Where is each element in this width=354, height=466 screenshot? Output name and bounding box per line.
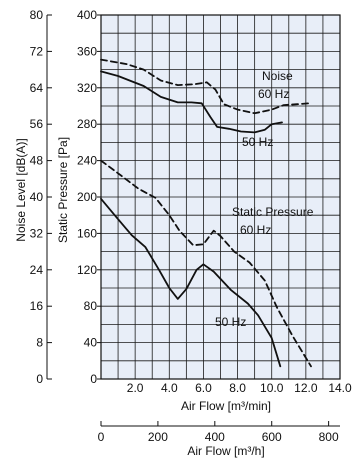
y-right-tick-label: 200	[77, 190, 97, 204]
x2-axis-title: Air Flow [m³/h]	[187, 444, 264, 458]
x-tick-label: 2.0	[127, 381, 144, 395]
y-right-tick-label: 40	[84, 336, 98, 350]
series-line-static-pressure-50-hz	[100, 197, 282, 368]
x-tick-label: 4.0	[161, 381, 178, 395]
y-left-tick-label: 32	[30, 226, 44, 240]
annotation-sp-50hz: 50 Hz	[215, 315, 246, 329]
y-left-tick-label: 0	[36, 372, 43, 386]
y-left-axis-title: Noise Level [dB(A)]	[14, 138, 28, 241]
series-line-noise-50-hz	[100, 70, 283, 134]
y-right-tick-label: 160	[77, 226, 97, 240]
annotation-noise-50hz: 50 Hz	[242, 135, 273, 149]
x-axis-title: Air Flow [m³/min]	[181, 399, 271, 413]
y-right-tick-label: 120	[77, 263, 97, 277]
axes-layer: 0816243240485664728004080120160200240280…	[30, 8, 352, 444]
y-left-tick-label: 56	[30, 117, 44, 131]
y-right-tick-label: 360	[77, 44, 97, 58]
y-left-tick-label: 72	[30, 44, 44, 58]
y-right-tick-label: 240	[77, 154, 97, 168]
y-left-tick-label: 80	[30, 8, 44, 22]
y-right-axis-title: Static Pressure [Pa]	[56, 137, 70, 243]
y-right-tick-label: 80	[84, 299, 98, 313]
x2-tick-label: 600	[262, 430, 282, 444]
y-left-tick-label: 16	[30, 299, 44, 313]
x2-tick-label: 0	[98, 430, 105, 444]
x-tick-label: 8.0	[229, 381, 246, 395]
annotation-noise-title: Noise	[262, 69, 293, 83]
y-right-tick-label: 0	[90, 372, 97, 386]
x-tick-label: 14.0	[328, 381, 352, 395]
x2-tick-label: 200	[148, 430, 168, 444]
annotation-noise-60hz: 60 Hz	[258, 87, 289, 101]
series-line-noise-60-hz	[100, 58, 311, 115]
x2-tick-label: 400	[205, 430, 225, 444]
y-right-tick-label: 320	[77, 81, 97, 95]
y-right-tick-label: 280	[77, 117, 97, 131]
y-left-tick-label: 48	[30, 154, 44, 168]
x-tick-label: 10.0	[260, 381, 284, 395]
y-left-tick-label: 64	[30, 81, 44, 95]
y-left-tick-label: 8	[36, 336, 43, 350]
y-left-tick-label: 40	[30, 190, 44, 204]
y-right-tick-label: 400	[77, 8, 97, 22]
y-left-tick-label: 24	[30, 263, 44, 277]
annotation-sp-title: Static Pressure	[232, 205, 314, 219]
series-line-static-pressure-60-hz	[100, 159, 312, 368]
x-tick-label: 12.0	[294, 381, 318, 395]
annotation-sp-60hz: 60 Hz	[240, 223, 271, 237]
x-tick-label: 6.0	[195, 381, 212, 395]
x2-tick-label: 800	[319, 430, 339, 444]
series-layer	[100, 58, 312, 368]
